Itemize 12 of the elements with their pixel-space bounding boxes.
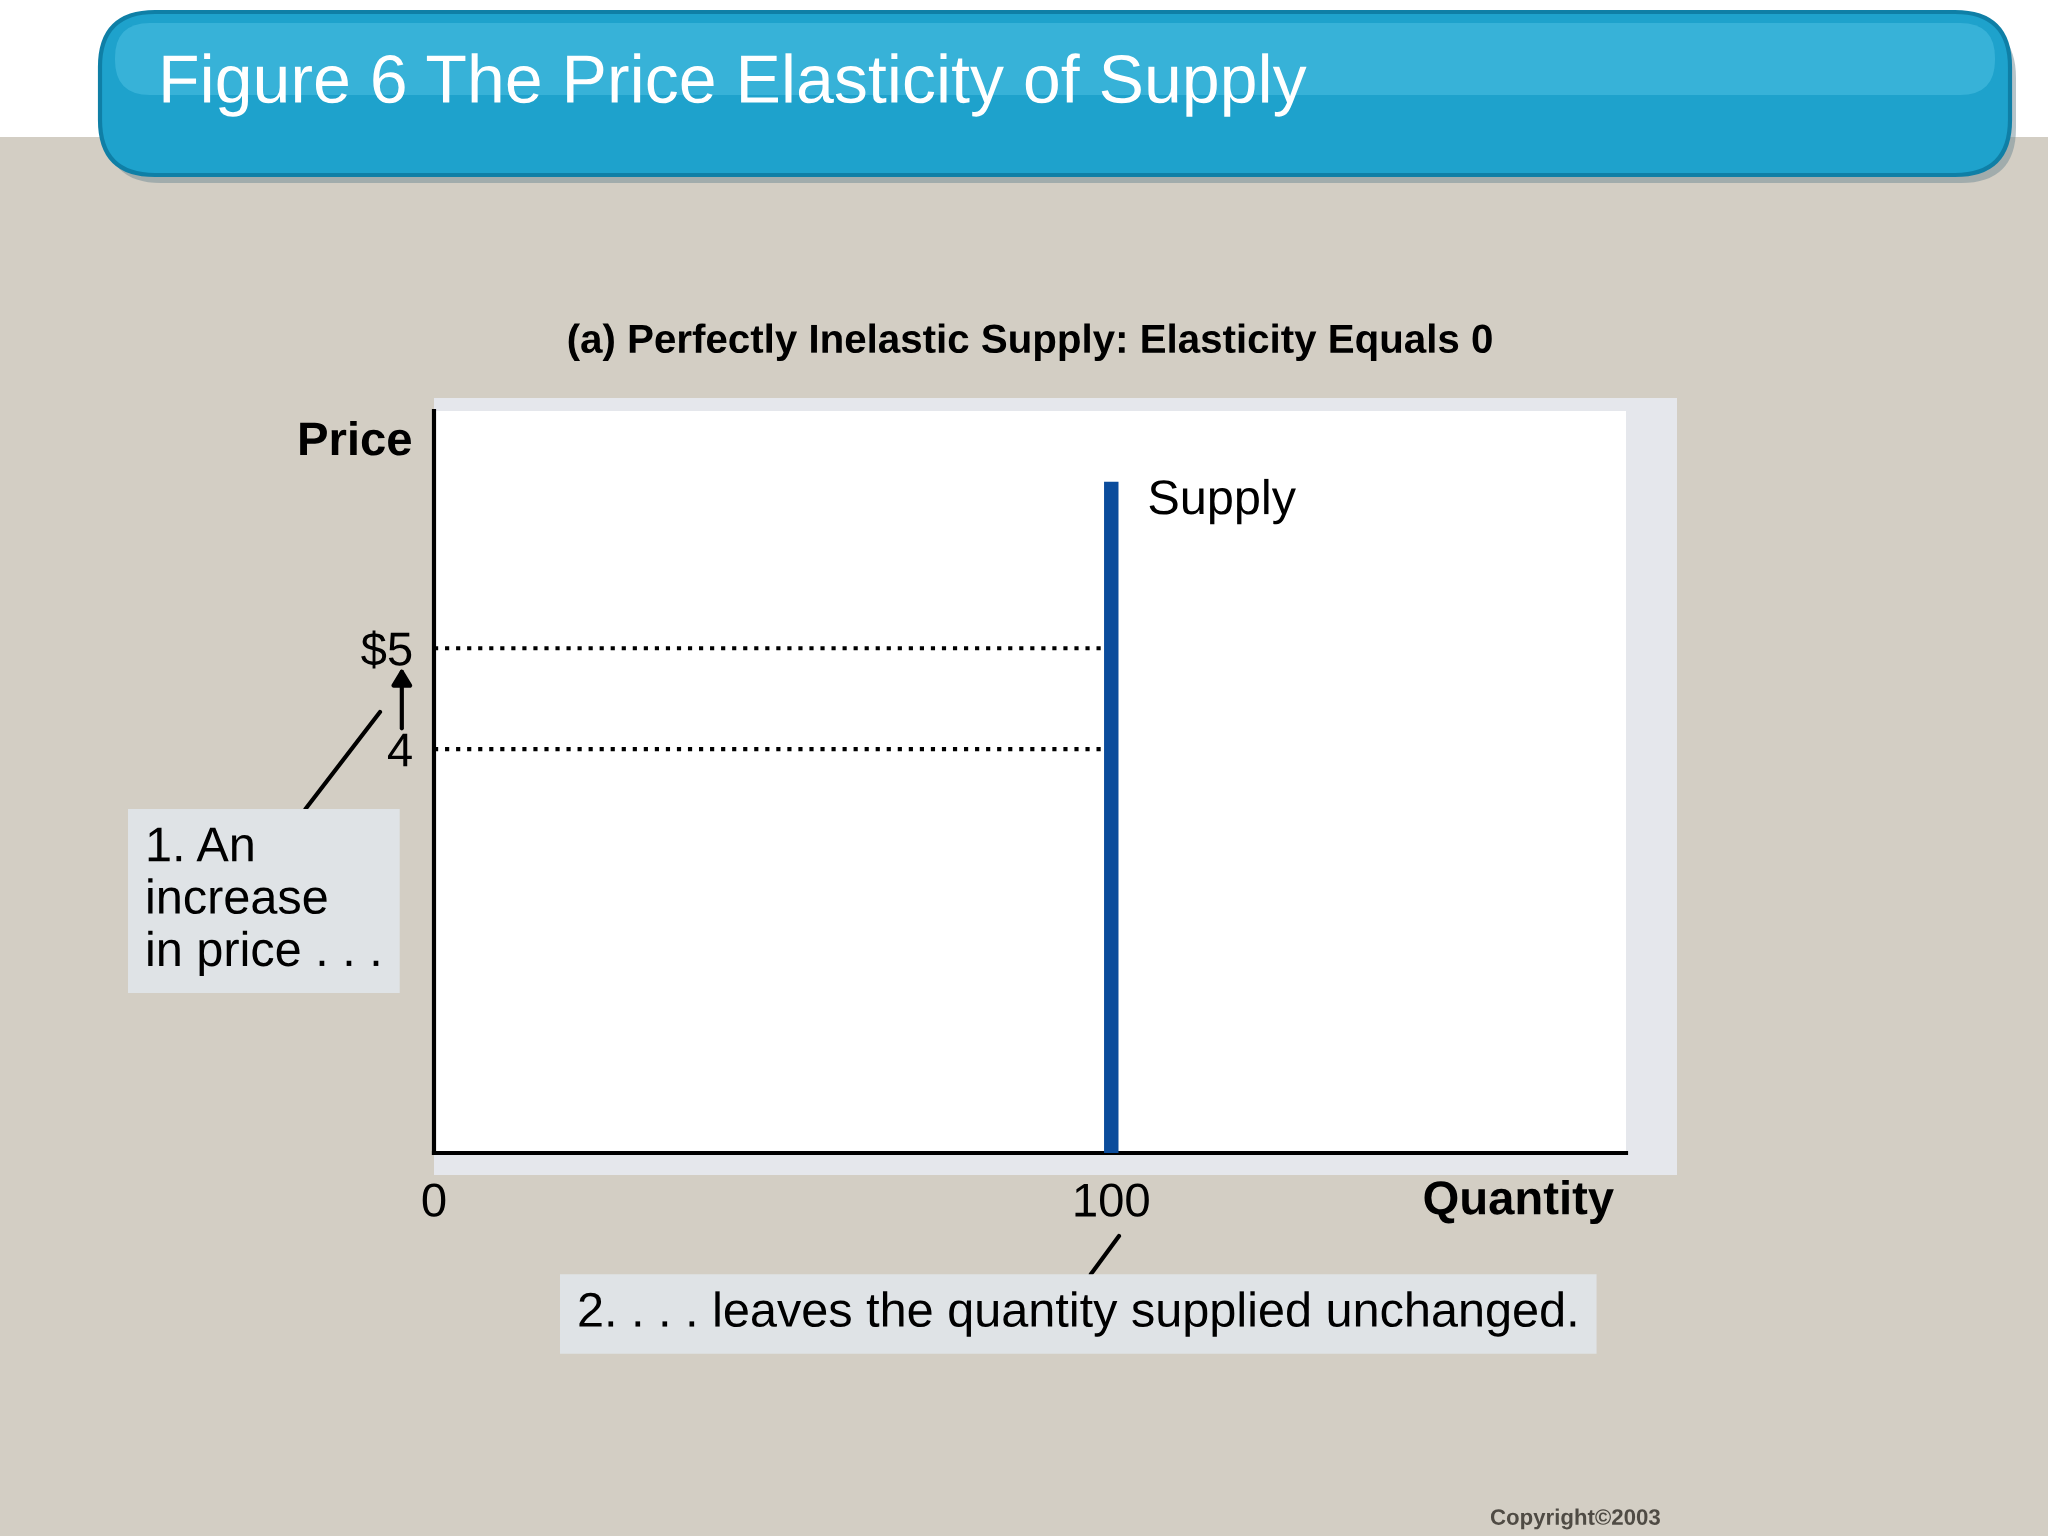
x-tick-label: 100 [1075, 1183, 1149, 1217]
text: Copyright©2003 [1490, 1508, 1660, 1530]
chart-title: Figure 6 The Price Elasticity of Supply [163, 53, 1307, 117]
y-tick-label: 4 [387, 733, 412, 767]
text: 1. An increase in price . . . [148, 827, 379, 977]
text: 2. . . . leaves the quantity supplied unchanged. [579, 1291, 1576, 1337]
chart-subtitle: (a) Perfectly Inelastic Supply: Elasticity Equals 0 [568, 323, 1492, 362]
x-axis-title: Quantity [1424, 1179, 1614, 1224]
series-label: Supply [1149, 478, 1296, 525]
x-tick-label: 0 [422, 1183, 446, 1217]
y-tick-label: $5 [361, 630, 412, 669]
y-axis-title: Price [300, 420, 411, 456]
